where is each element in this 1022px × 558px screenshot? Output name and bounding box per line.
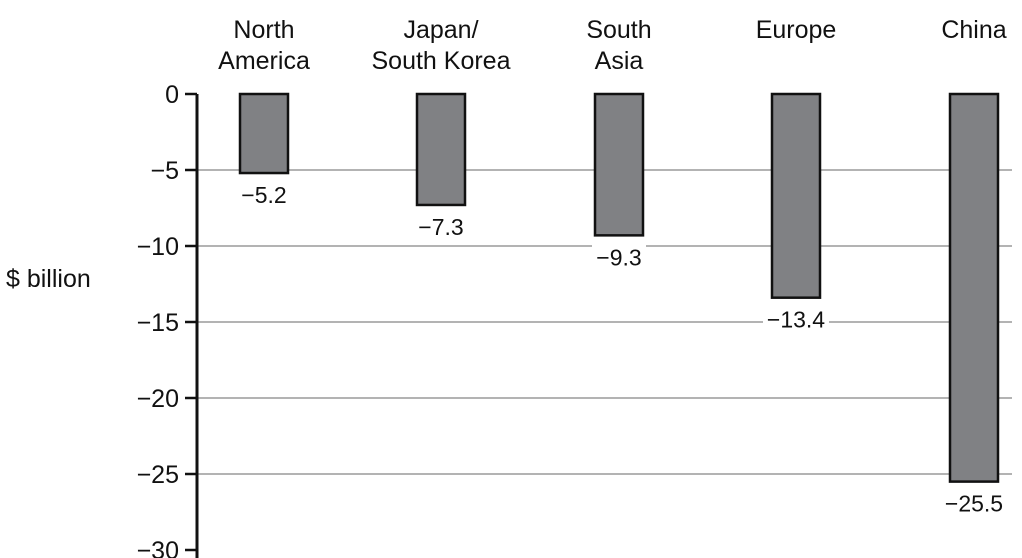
- data-label-bg: [592, 243, 646, 270]
- category-labels: North America Japan/South Korea South Asia Eu…: [218, 16, 1007, 75]
- bar: [770, 92, 822, 299]
- category-label: South: [586, 16, 651, 44]
- bars: [238, 92, 1000, 483]
- category-label: America: [218, 47, 310, 75]
- category-label: China: [941, 16, 1006, 44]
- category-label: Japan/: [403, 16, 478, 44]
- category-label: North: [233, 16, 294, 44]
- y-axis-title: $ billion: [6, 265, 91, 293]
- category-label: Asia: [595, 47, 644, 75]
- category-label: Europe: [756, 16, 837, 44]
- data-label: −7.3: [418, 214, 463, 240]
- y-tick-label: 0: [165, 81, 179, 109]
- category-label: South Korea: [372, 47, 511, 75]
- bar: [415, 92, 467, 207]
- data-label-bg: [414, 212, 468, 239]
- y-tick-label: −5: [150, 157, 179, 185]
- grid-lines: [197, 169, 1012, 475]
- bar: [593, 92, 645, 237]
- data-labels: −5.2 −7.3 −9.3 −13.4 −25.5: [237, 181, 1007, 517]
- data-label: −5.2: [241, 182, 286, 208]
- y-tick-label: −15: [137, 309, 179, 337]
- data-label-bg: [941, 489, 1007, 516]
- y-axis: 0 −5 −10 −15 −20 −25 −30: [137, 81, 199, 558]
- data-label: −9.3: [596, 244, 641, 270]
- y-tick-label: −30: [137, 537, 179, 558]
- data-label-bg: [237, 181, 291, 208]
- y-tick-label: −10: [137, 233, 179, 261]
- y-tick-label: −20: [137, 385, 179, 413]
- bar: [238, 92, 290, 175]
- bar: [948, 92, 1000, 483]
- data-label: −13.4: [767, 307, 825, 333]
- data-label: −25.5: [945, 491, 1003, 517]
- data-label-bg: [763, 305, 829, 332]
- y-tick-label: −25: [137, 461, 179, 489]
